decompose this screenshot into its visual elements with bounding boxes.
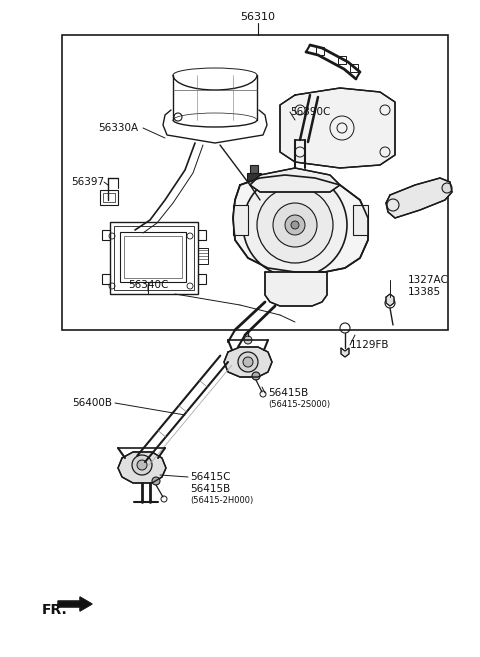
Bar — [350, 64, 358, 72]
Circle shape — [285, 215, 305, 235]
Text: 56330A: 56330A — [98, 123, 138, 133]
Bar — [110, 222, 198, 294]
Bar — [338, 56, 346, 64]
Bar — [114, 226, 194, 290]
Text: 56390C: 56390C — [290, 107, 330, 117]
Text: 1327AC: 1327AC — [408, 275, 449, 285]
Bar — [62, 35, 448, 330]
Circle shape — [132, 455, 152, 475]
Circle shape — [244, 336, 252, 344]
Bar — [103, 193, 115, 202]
Bar — [250, 165, 258, 173]
Circle shape — [137, 460, 147, 470]
Circle shape — [252, 372, 260, 380]
Text: 56415B: 56415B — [268, 388, 308, 398]
Text: 1129FB: 1129FB — [350, 340, 389, 350]
Polygon shape — [265, 272, 327, 306]
Circle shape — [243, 357, 253, 367]
Polygon shape — [224, 347, 272, 377]
Text: FR.: FR. — [42, 603, 68, 617]
Circle shape — [273, 203, 317, 247]
Bar — [198, 274, 206, 284]
Text: (56415-2H000): (56415-2H000) — [190, 497, 253, 505]
Text: 56397: 56397 — [71, 177, 104, 187]
Circle shape — [152, 477, 160, 485]
Bar — [198, 230, 206, 240]
Circle shape — [257, 187, 333, 263]
Circle shape — [243, 173, 347, 277]
Polygon shape — [233, 175, 368, 272]
Polygon shape — [250, 168, 340, 192]
Text: (56415-2S000): (56415-2S000) — [268, 401, 330, 409]
Polygon shape — [386, 178, 452, 218]
Text: 56415B: 56415B — [190, 484, 230, 494]
Bar — [353, 205, 368, 235]
Polygon shape — [341, 348, 349, 357]
Polygon shape — [58, 597, 92, 611]
Text: 56340C: 56340C — [128, 280, 168, 290]
Polygon shape — [386, 294, 394, 306]
Bar — [316, 47, 324, 55]
Circle shape — [238, 352, 258, 372]
Bar — [102, 274, 110, 284]
Bar — [124, 236, 182, 278]
Polygon shape — [118, 452, 166, 483]
Text: 56310: 56310 — [240, 12, 276, 22]
Polygon shape — [280, 88, 395, 168]
Bar — [233, 205, 248, 235]
Text: 13385: 13385 — [408, 287, 441, 297]
Bar — [120, 232, 186, 282]
Circle shape — [291, 221, 299, 229]
Bar — [198, 248, 208, 264]
Text: 56415C: 56415C — [190, 472, 230, 482]
Bar — [102, 230, 110, 240]
Bar — [100, 190, 118, 205]
Circle shape — [442, 183, 452, 193]
Text: 56400B: 56400B — [72, 398, 112, 408]
Bar — [247, 173, 261, 183]
